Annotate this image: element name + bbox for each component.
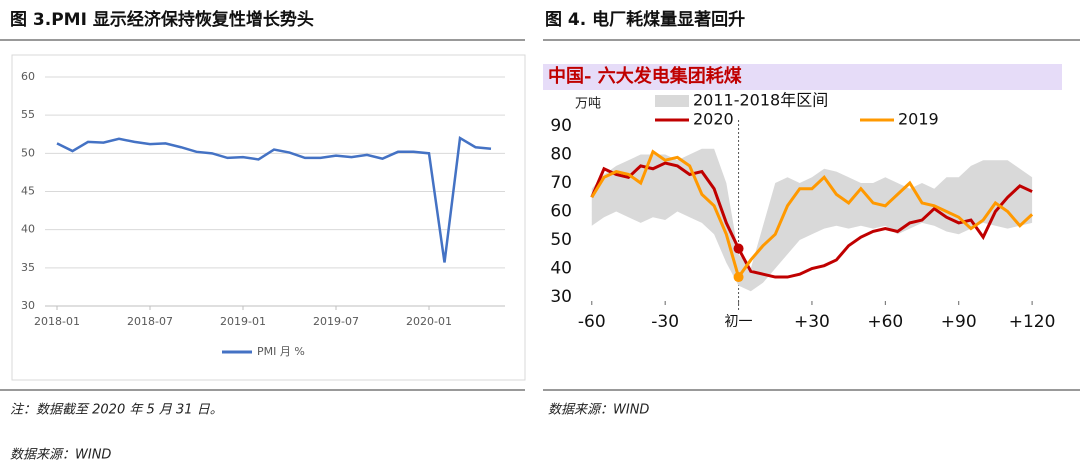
y-tick-label: 60 xyxy=(550,202,572,222)
series-line xyxy=(590,161,1033,279)
y-tick-label: 70 xyxy=(550,173,572,193)
y-tick-label: 40 xyxy=(21,223,35,236)
legend-label: 2019 xyxy=(898,110,939,129)
y-tick-label: 30 xyxy=(550,287,572,307)
legend-label: 2020 xyxy=(693,110,734,129)
x-tick-label: -30 xyxy=(651,312,679,332)
x-tick-label: +120 xyxy=(1009,312,1056,332)
subtitle-band xyxy=(543,64,1062,90)
range-area xyxy=(591,148,1033,292)
legend-swatch xyxy=(655,95,689,107)
series-line xyxy=(590,149,1034,281)
series-line xyxy=(56,136,492,263)
chart-frame xyxy=(11,54,526,381)
x-tick-label: +30 xyxy=(794,312,830,332)
y-axis-label: 万吨 xyxy=(575,97,601,112)
y-tick-label: 60 xyxy=(21,70,35,83)
y-tick-label: 40 xyxy=(550,259,572,279)
x-tick-label: 2018-01 xyxy=(34,315,80,328)
note: 注：数据截至 2020 年 5 月 31 日。 xyxy=(10,403,223,418)
note: 数据来源：WIND xyxy=(10,448,111,463)
y-tick-label: 35 xyxy=(21,261,35,274)
note: 数据来源：WIND xyxy=(548,403,649,418)
highlight-point xyxy=(733,243,744,254)
x-tick-label: 2020-01 xyxy=(406,315,452,328)
y-tick-label: 50 xyxy=(550,230,572,250)
legend-label: 2011-2018年区间 xyxy=(693,91,828,110)
y-tick-label: 90 xyxy=(550,116,572,136)
x-tick-label: -60 xyxy=(578,312,606,332)
subtitle: 中国- 六大发电集团耗煤 xyxy=(548,65,742,87)
x-tick-label: +90 xyxy=(941,312,977,332)
y-tick-label: 55 xyxy=(21,108,35,121)
x-tick-label: 2019-01 xyxy=(220,315,266,328)
figure-title: 图 4. 电厂耗煤量显著回升 xyxy=(545,9,745,30)
x-tick-label: 初一 xyxy=(725,313,753,330)
legend-label: PMI 月 % xyxy=(257,345,305,358)
y-tick-label: 50 xyxy=(21,146,35,159)
x-tick-label: 2019-07 xyxy=(313,315,359,328)
y-tick-label: 30 xyxy=(21,299,35,312)
figure-title: 图 3.PMI 显示经济保持恢复性增长势头 xyxy=(10,9,314,30)
highlight-point xyxy=(733,272,744,283)
y-tick-label: 45 xyxy=(21,185,35,198)
x-tick-label: 2018-07 xyxy=(127,315,173,328)
x-tick-label: +60 xyxy=(867,312,903,332)
y-tick-label: 80 xyxy=(550,145,572,165)
